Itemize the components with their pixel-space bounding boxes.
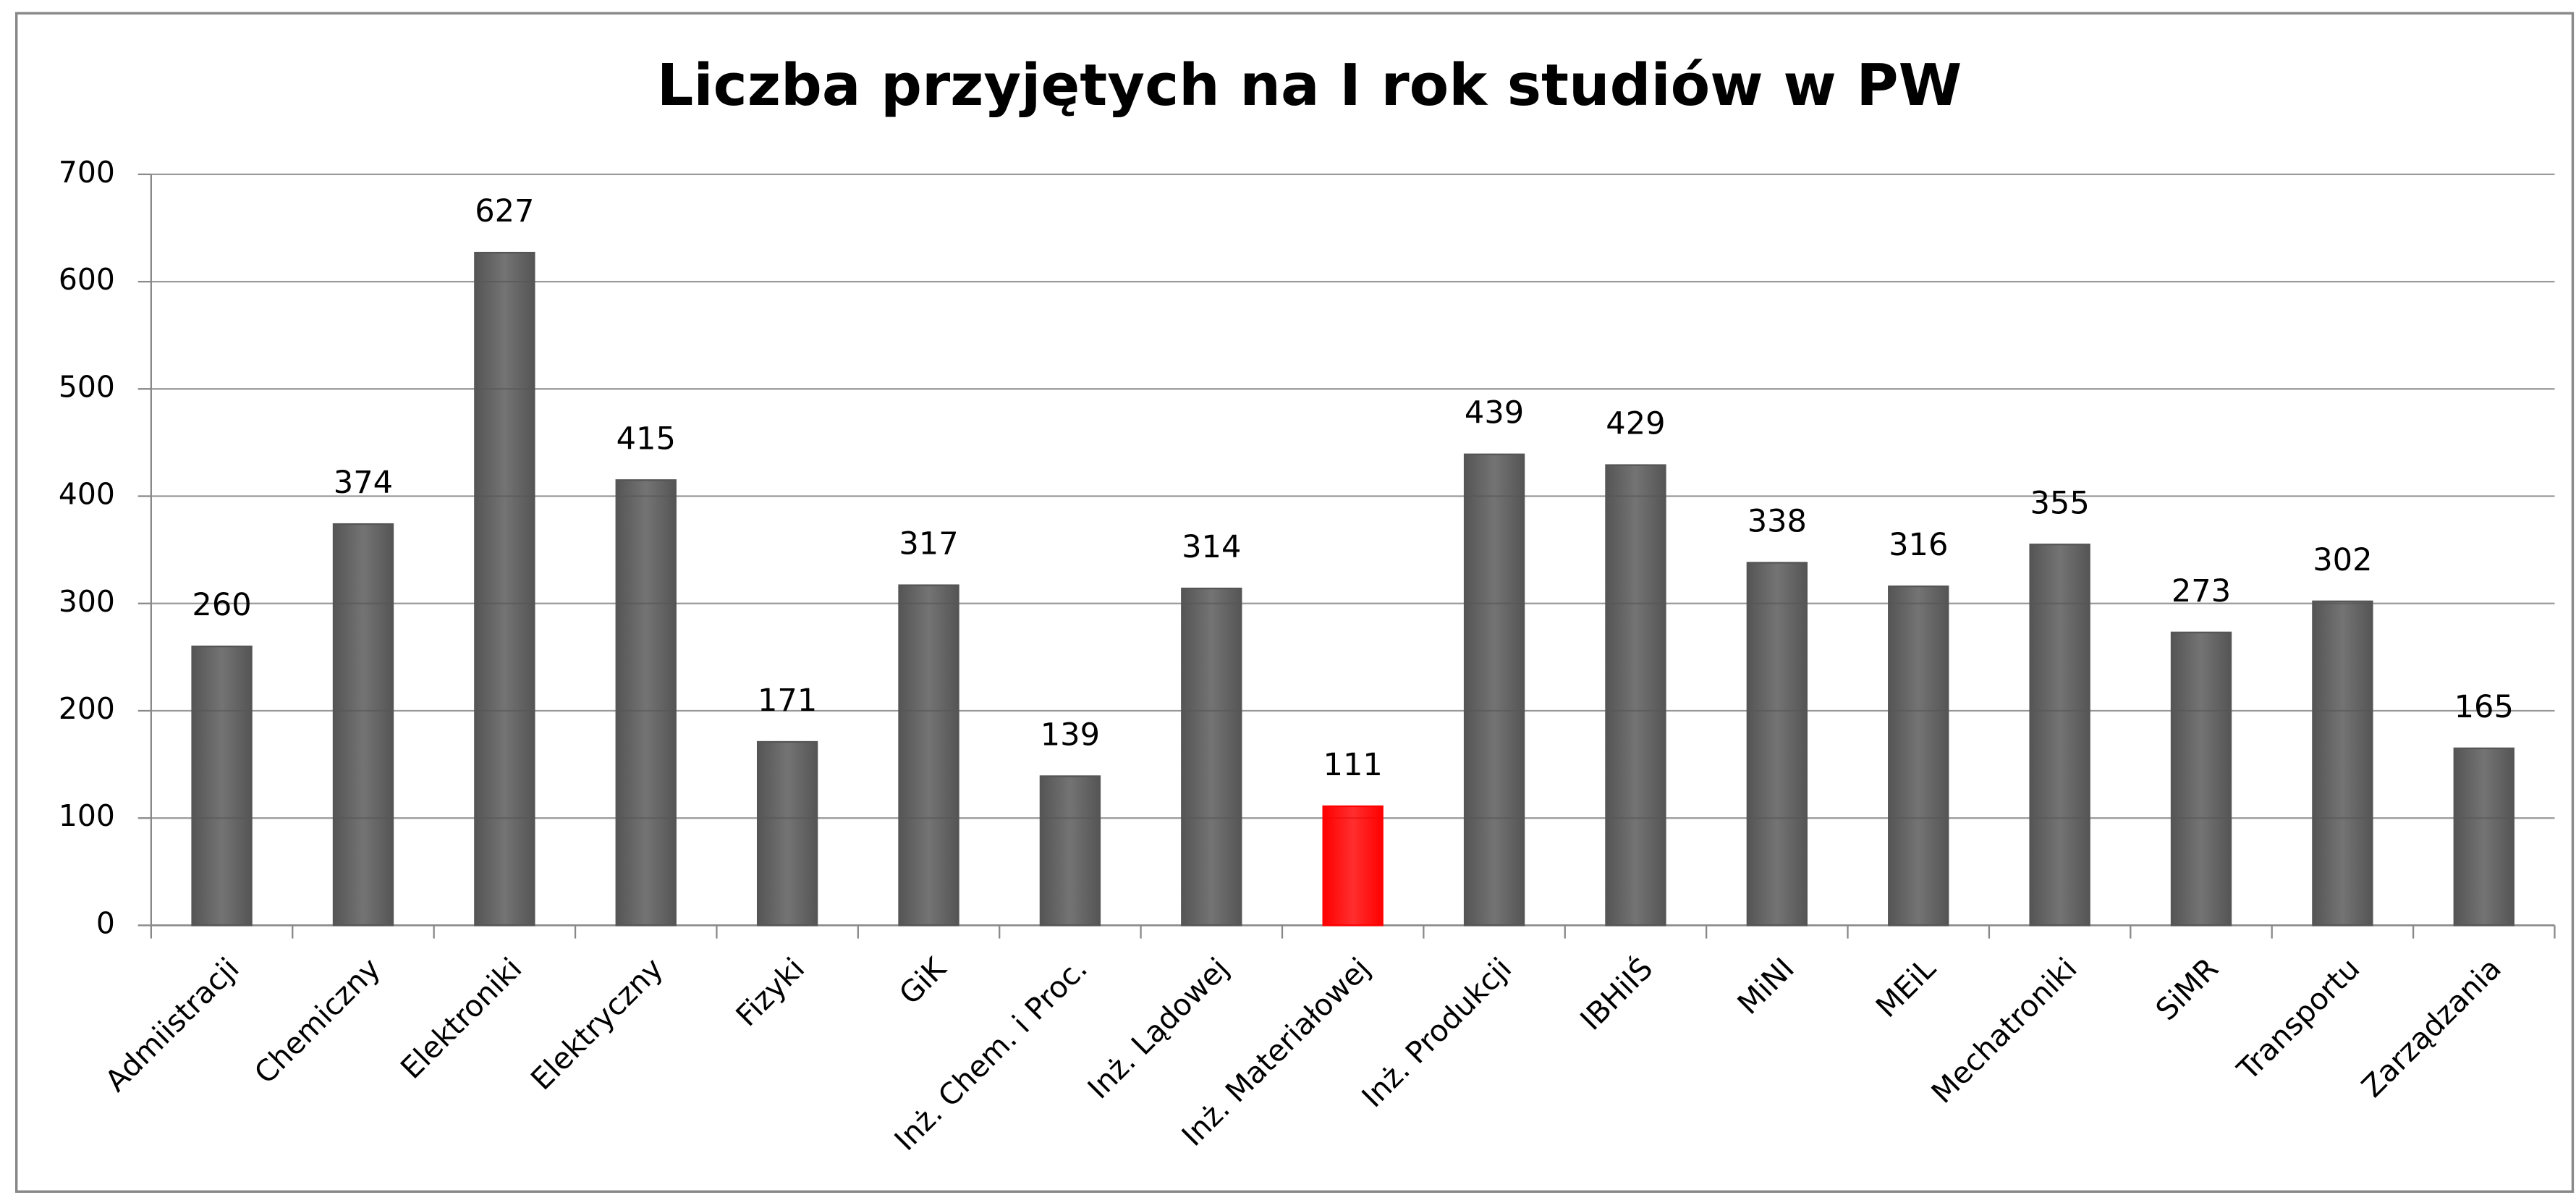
data-label: 439 xyxy=(1465,395,1524,431)
y-tick-label: 700 xyxy=(59,155,115,190)
bar xyxy=(474,251,535,926)
bar xyxy=(1322,805,1384,926)
data-label: 338 xyxy=(1747,503,1807,539)
bar xyxy=(2029,544,2090,926)
y-tick-label: 400 xyxy=(59,477,115,512)
data-label: 317 xyxy=(899,526,958,562)
y-tick-label: 500 xyxy=(59,369,115,404)
bar xyxy=(615,479,677,926)
bar xyxy=(1181,587,1242,926)
data-label: 273 xyxy=(2172,573,2231,609)
y-tick-label: 300 xyxy=(59,584,115,619)
bar xyxy=(191,645,253,926)
data-label: 314 xyxy=(1182,529,1241,565)
chart-title: Liczba przyjętych na I rok studiów w PW xyxy=(657,51,1962,119)
data-label: 111 xyxy=(1323,747,1383,783)
bar xyxy=(2453,747,2514,926)
bar xyxy=(1463,453,1525,926)
data-label: 302 xyxy=(2313,542,2372,578)
bar xyxy=(756,740,818,926)
bar xyxy=(1746,562,1808,926)
data-label: 429 xyxy=(1606,406,1665,442)
data-label: 260 xyxy=(192,587,251,623)
data-label: 374 xyxy=(334,465,393,501)
bar xyxy=(1605,464,1666,926)
bar xyxy=(898,584,959,926)
data-label: 171 xyxy=(758,683,817,719)
y-tick-label: 200 xyxy=(59,691,115,726)
data-label: 139 xyxy=(1041,717,1100,753)
bar xyxy=(1888,585,1949,926)
data-label: 355 xyxy=(2030,485,2089,521)
data-label: 415 xyxy=(617,421,676,457)
bar xyxy=(2170,631,2232,926)
y-tick-label: 0 xyxy=(96,905,115,940)
data-label: 165 xyxy=(2454,689,2514,725)
data-label: 627 xyxy=(475,193,534,229)
bar xyxy=(1039,775,1101,926)
bar xyxy=(2312,600,2373,926)
y-tick-label: 600 xyxy=(59,262,115,297)
chart-frame xyxy=(15,12,2575,1193)
y-tick-label: 100 xyxy=(59,798,115,833)
data-label: 316 xyxy=(1889,527,1948,563)
bar xyxy=(332,523,394,926)
